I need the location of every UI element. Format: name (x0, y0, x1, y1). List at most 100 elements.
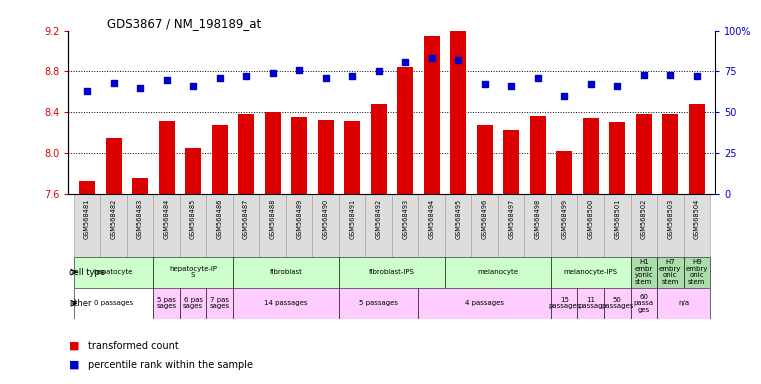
Bar (657, 288, 710, 319)
Bar (312, 194, 339, 257)
Bar (683, 194, 710, 257)
Bar (472, 194, 498, 257)
Text: 4 passages: 4 passages (465, 300, 505, 306)
Bar (180, 288, 206, 319)
Bar (238, 114, 254, 194)
Text: GSM568490: GSM568490 (323, 199, 329, 239)
Text: melanocyte: melanocyte (477, 269, 518, 275)
Bar (578, 194, 604, 257)
Point (266, 70, 279, 76)
Bar (339, 257, 445, 288)
Point (81, 88, 93, 94)
Bar (286, 194, 312, 257)
Bar (451, 31, 466, 194)
Bar (79, 181, 95, 194)
Bar (419, 288, 551, 319)
Text: H7
embry
onic
stem: H7 embry onic stem (659, 259, 681, 285)
Text: GSM568496: GSM568496 (482, 199, 488, 239)
Bar (631, 257, 657, 288)
Text: GSM568492: GSM568492 (376, 199, 382, 239)
Text: 60
passa
ges: 60 passa ges (634, 294, 654, 313)
Point (240, 73, 252, 79)
Bar (631, 194, 657, 257)
Bar (662, 114, 678, 194)
Text: hepatocyte-iP
S: hepatocyte-iP S (169, 266, 217, 278)
Bar (106, 137, 122, 194)
Text: GSM568499: GSM568499 (561, 199, 567, 239)
Text: GSM568487: GSM568487 (243, 199, 249, 239)
Bar (503, 131, 519, 194)
Bar (556, 151, 572, 194)
Bar (74, 288, 153, 319)
Text: GSM568484: GSM568484 (164, 199, 170, 239)
Point (584, 81, 597, 88)
Point (505, 83, 517, 89)
Text: 7 pas
sages: 7 pas sages (209, 297, 230, 310)
Bar (657, 257, 683, 288)
Bar (498, 194, 524, 257)
Bar (445, 257, 551, 288)
Point (691, 73, 703, 79)
Text: GSM568498: GSM568498 (535, 199, 541, 239)
Text: GSM568504: GSM568504 (694, 199, 700, 239)
Bar (635, 114, 651, 194)
Text: GSM568503: GSM568503 (667, 199, 673, 239)
Bar (339, 288, 419, 319)
Text: GSM568500: GSM568500 (587, 199, 594, 239)
Bar (233, 288, 339, 319)
Bar (424, 36, 440, 194)
Bar (180, 194, 206, 257)
Text: 5 pas
sages: 5 pas sages (157, 297, 177, 310)
Point (425, 55, 438, 61)
Bar (397, 67, 413, 194)
Text: GSM568483: GSM568483 (137, 199, 143, 239)
Bar (291, 117, 307, 194)
Bar (419, 194, 445, 257)
Point (373, 68, 385, 74)
Text: 5 passages: 5 passages (359, 300, 398, 306)
Text: fibroblast-IPS: fibroblast-IPS (369, 269, 415, 275)
Bar (153, 257, 233, 288)
Point (187, 83, 199, 89)
Bar (657, 194, 683, 257)
Bar (683, 257, 710, 288)
Bar (233, 194, 260, 257)
Text: ■: ■ (68, 341, 79, 351)
Text: transformed count: transformed count (88, 341, 178, 351)
Bar (206, 288, 233, 319)
Point (161, 76, 173, 83)
Text: GSM568481: GSM568481 (84, 199, 90, 239)
Bar (100, 194, 127, 257)
Text: GSM568488: GSM568488 (269, 199, 275, 239)
Point (320, 75, 332, 81)
Text: melanocyte-IPS: melanocyte-IPS (564, 269, 618, 275)
Bar (344, 121, 360, 194)
Text: 15
passages: 15 passages (548, 297, 581, 310)
Bar (371, 104, 387, 194)
Text: cell type: cell type (69, 268, 105, 276)
Bar (551, 194, 578, 257)
Text: GSM568502: GSM568502 (641, 199, 647, 239)
Bar (74, 194, 100, 257)
Bar (583, 118, 599, 194)
Text: GDS3867 / NM_198189_at: GDS3867 / NM_198189_at (107, 17, 262, 30)
Point (532, 75, 544, 81)
Text: GSM568491: GSM568491 (349, 199, 355, 239)
Bar (445, 194, 472, 257)
Bar (476, 126, 492, 194)
Bar (631, 288, 657, 319)
Bar (206, 194, 233, 257)
Bar (551, 288, 578, 319)
Bar (260, 194, 286, 257)
Text: 6 pas
sages: 6 pas sages (183, 297, 203, 310)
Bar (365, 194, 392, 257)
Bar (578, 288, 604, 319)
Text: GSM568495: GSM568495 (455, 199, 461, 239)
Point (134, 84, 146, 91)
Point (558, 93, 570, 99)
Text: H9
embry
onic
stem: H9 embry onic stem (686, 259, 708, 285)
Text: 0 passages: 0 passages (94, 300, 133, 306)
Text: ■: ■ (68, 360, 79, 370)
Point (452, 57, 464, 63)
Point (399, 59, 411, 65)
